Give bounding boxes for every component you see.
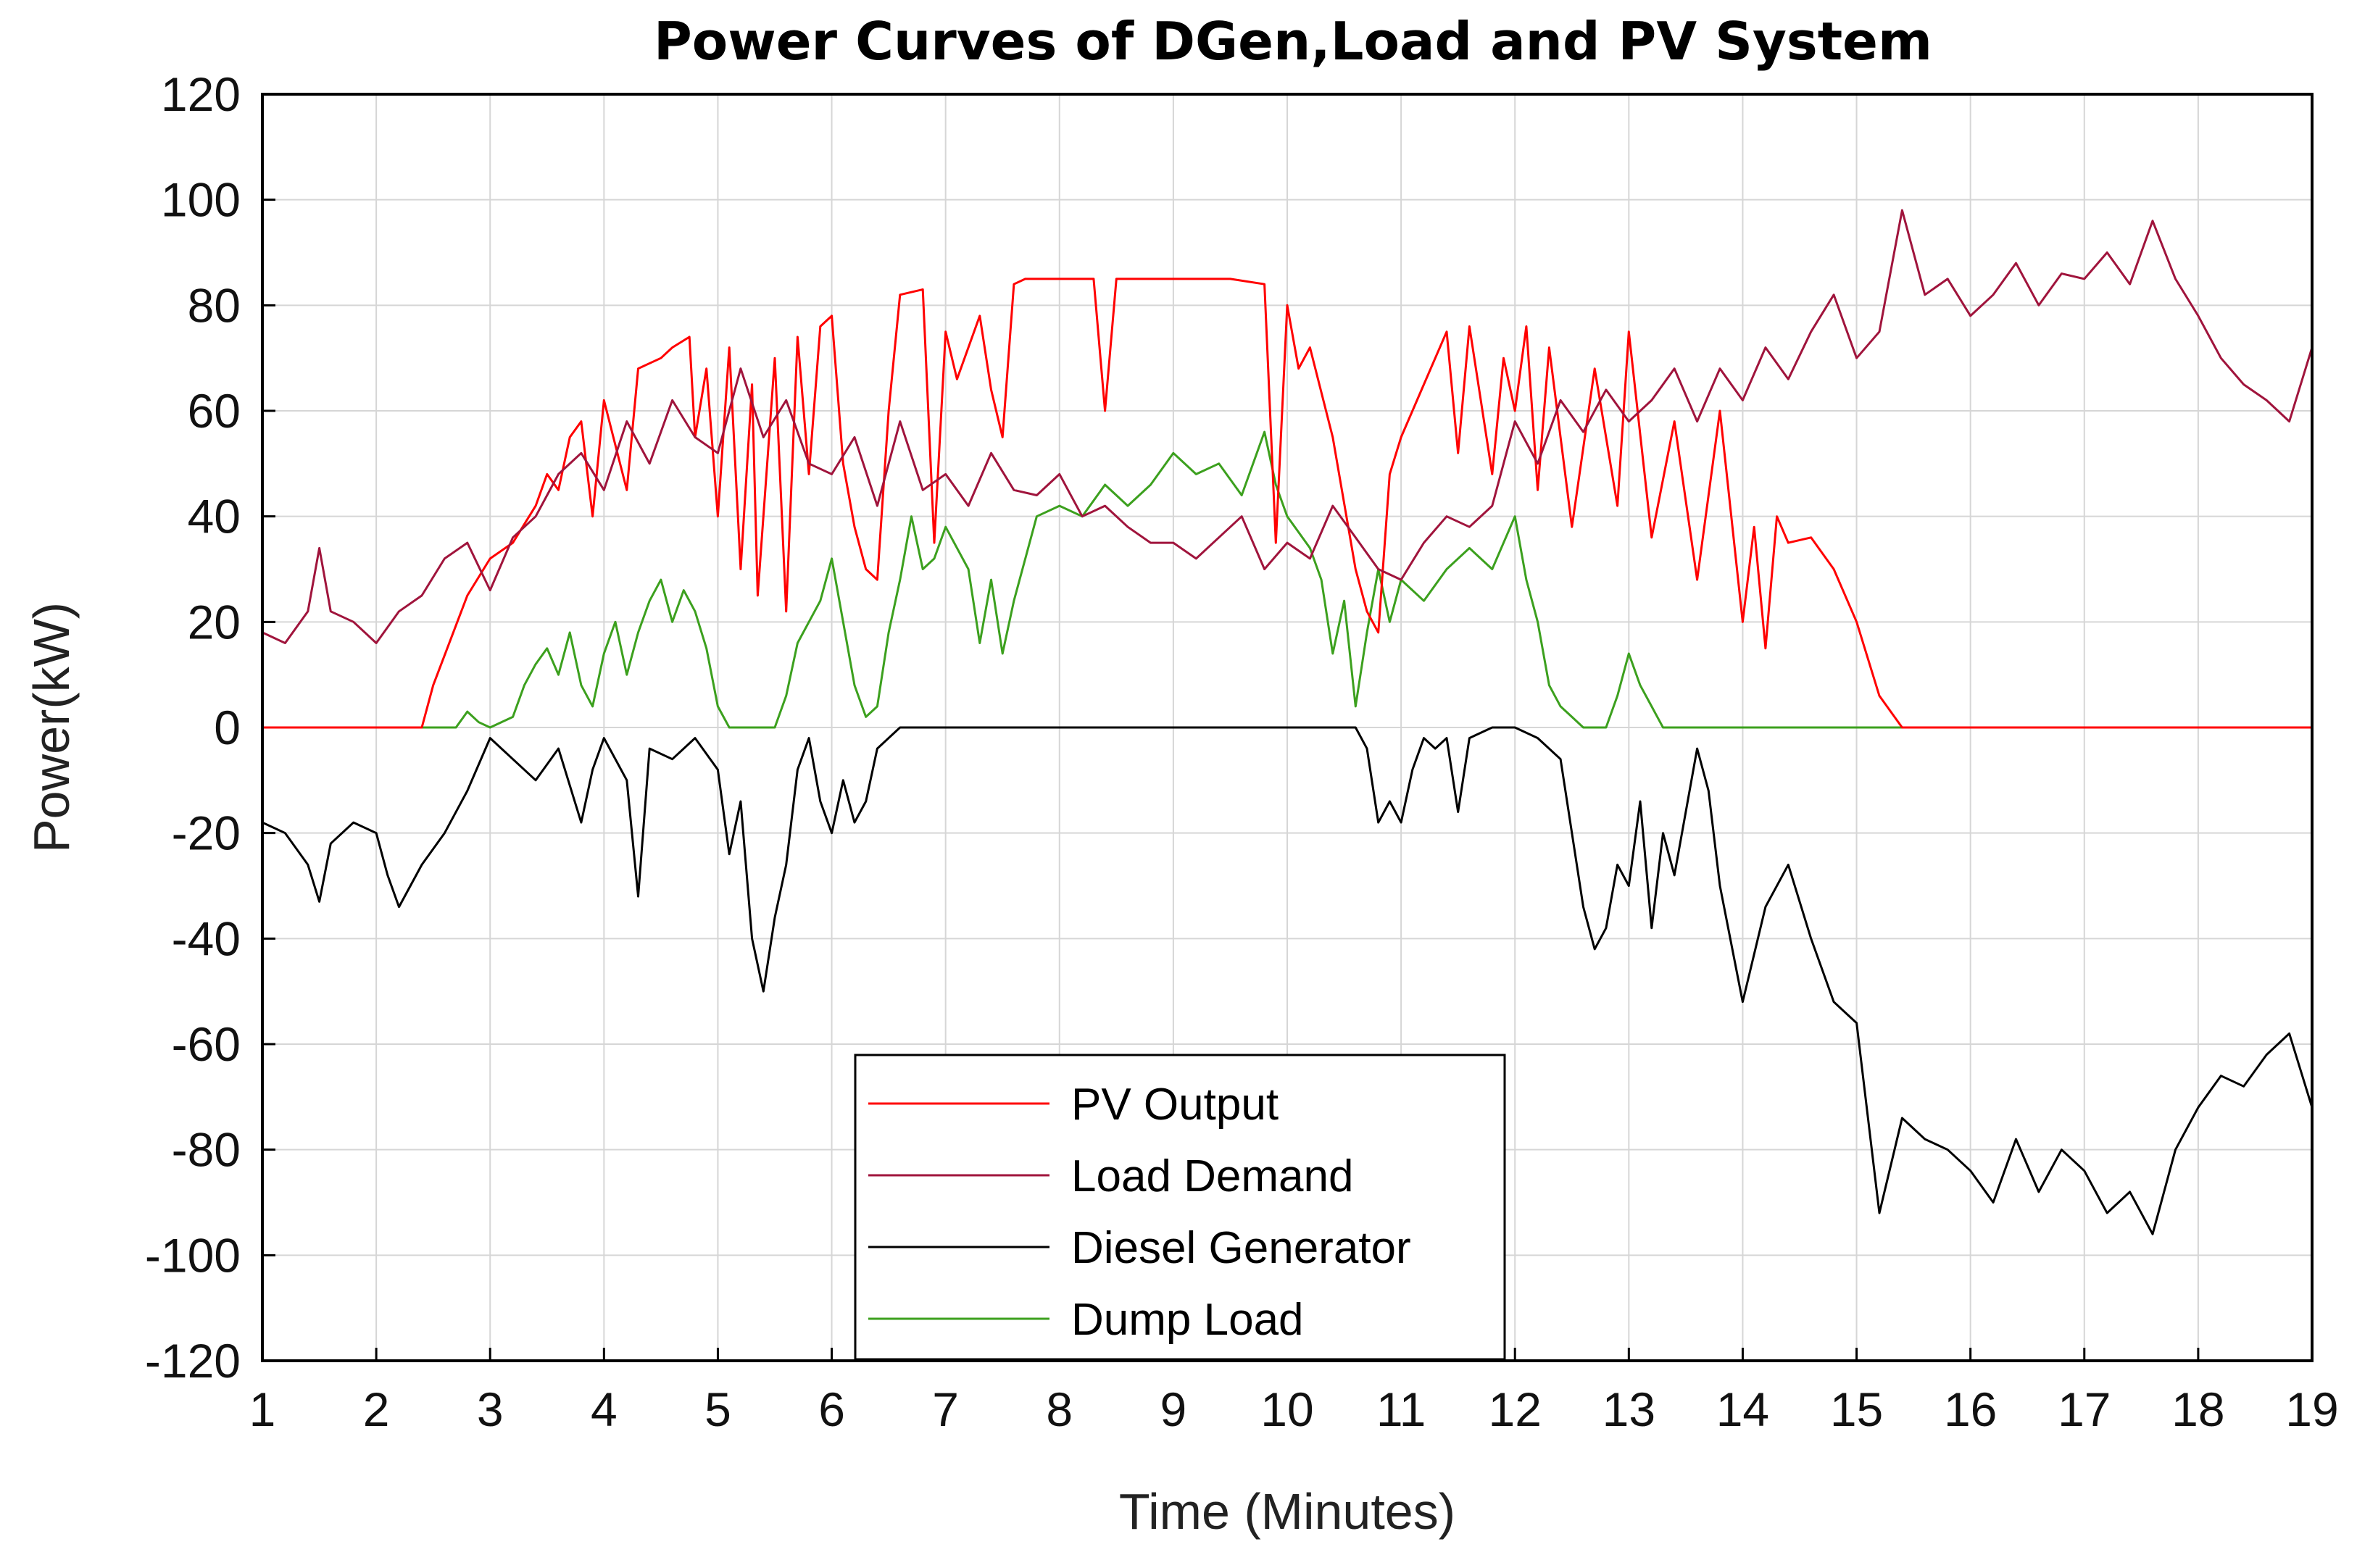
x-tick-label: 13 <box>1602 1383 1655 1436</box>
x-tick-label: 15 <box>1830 1383 1883 1436</box>
y-tick-label: 40 <box>188 490 241 543</box>
y-tick-label: -80 <box>172 1123 241 1177</box>
y-tick-label: 120 <box>161 67 241 121</box>
x-tick-label: 9 <box>1160 1383 1187 1436</box>
x-tick-label: 19 <box>2285 1383 2338 1436</box>
x-tick-label: 10 <box>1260 1383 1313 1436</box>
x-tick-labels: 1 2 3 4 5 6 7 8 9 10 11 12 13 14 15 16 17 18 19 <box>249 1383 2339 1436</box>
x-tick-label: 5 <box>704 1383 731 1436</box>
y-axis-label: Power(kW) <box>23 602 80 853</box>
y-tick-label: 80 <box>188 278 241 332</box>
legend: PV Output Load Demand Diesel Generator Dump… <box>854 1054 1506 1361</box>
legend-label: Dump Load <box>1071 1295 1304 1345</box>
y-tick-label: 20 <box>188 595 241 649</box>
x-tick-label: 16 <box>1944 1383 1997 1436</box>
y-tick-label: -20 <box>172 806 241 860</box>
y-tick-label: -100 <box>145 1228 241 1282</box>
y-tick-label: 0 <box>214 701 241 754</box>
x-tick-label: 12 <box>1489 1383 1542 1436</box>
x-tick-label: 8 <box>1046 1383 1073 1436</box>
y-tick-label: 60 <box>188 384 241 438</box>
series-line-dump-load <box>262 430 2312 729</box>
y-tick-labels: 120 100 80 60 40 20 0 -20 -40 -60 -80 -100 -120 <box>145 67 241 1388</box>
x-axis-label: Time (Minutes) <box>1119 1483 1455 1540</box>
x-tick-label: 7 <box>932 1383 959 1436</box>
x-tick-label: 4 <box>591 1383 618 1436</box>
legend-box <box>854 1054 1506 1361</box>
x-tick-label: 17 <box>2058 1383 2111 1436</box>
series-line-diesel-generator <box>262 726 2314 1235</box>
legend-label: Diesel Generator <box>1071 1223 1411 1273</box>
y-tick-label: -120 <box>145 1334 241 1388</box>
y-tick-label: 100 <box>161 173 241 227</box>
legend-label: PV Output <box>1071 1080 1279 1130</box>
x-tick-label: 11 <box>1376 1383 1426 1436</box>
x-tick-label: 14 <box>1716 1383 1769 1436</box>
axes-frame <box>261 93 2314 1362</box>
y-tick-label: -60 <box>172 1017 241 1071</box>
series-line-pv-output <box>262 278 2312 729</box>
y-tick-label: -40 <box>172 912 241 965</box>
chart-title: Power Curves of DGen,Load and PV System <box>654 11 1932 72</box>
x-tick-label: 6 <box>818 1383 845 1436</box>
series-lines <box>262 209 2314 1235</box>
series-line-load-demand <box>262 209 2314 644</box>
x-tick-label: 18 <box>2171 1383 2224 1436</box>
x-tick-label: 2 <box>363 1383 390 1436</box>
x-tick-label: 3 <box>477 1383 504 1436</box>
legend-label: Load Demand <box>1071 1151 1354 1201</box>
x-tick-label: 1 <box>249 1383 276 1436</box>
